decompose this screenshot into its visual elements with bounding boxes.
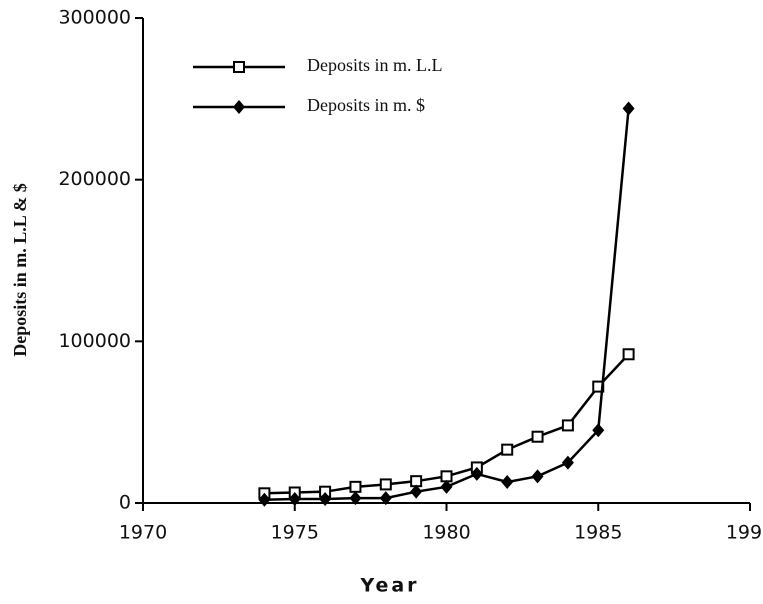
x-tick-label: 1970 — [119, 522, 167, 544]
data-point — [470, 466, 483, 481]
y-tick-label: 200000 — [58, 168, 131, 190]
y-tick-label: 300000 — [58, 7, 131, 29]
x-axis-label: Year — [359, 575, 419, 597]
x-tick-label: 1975 — [271, 522, 319, 544]
x-tick-label: 1980 — [422, 522, 470, 544]
data-point — [379, 478, 392, 491]
data-point — [319, 491, 332, 506]
data-point — [622, 101, 635, 116]
x-tick-label: 1990 — [726, 522, 763, 544]
legend-marker — [233, 100, 245, 114]
data-point — [561, 419, 574, 432]
legend-label: Deposits in m. $ — [307, 95, 425, 115]
data-point — [561, 455, 574, 470]
y-tick-label: 100000 — [58, 330, 131, 352]
data-point — [531, 469, 544, 484]
data-point — [440, 470, 453, 483]
data-point — [349, 491, 362, 506]
data-point — [501, 474, 514, 489]
y-tick-label: 0 — [119, 492, 131, 514]
data-point — [592, 423, 605, 438]
legend-marker — [233, 61, 245, 73]
data-point — [258, 492, 271, 507]
data-point — [410, 484, 423, 499]
series-line — [264, 108, 630, 502]
data-point — [288, 491, 301, 506]
data-point — [440, 479, 453, 494]
data-point — [622, 348, 635, 361]
data-point — [531, 430, 544, 443]
data-point — [410, 475, 423, 488]
data-point — [379, 491, 392, 506]
legend-label: Deposits in m. L.L — [307, 55, 443, 75]
y-axis-label: Deposits in m. L.L & $ — [10, 183, 30, 357]
data-point — [501, 443, 514, 456]
data-point — [349, 480, 362, 493]
x-tick-label: 1985 — [574, 522, 622, 544]
